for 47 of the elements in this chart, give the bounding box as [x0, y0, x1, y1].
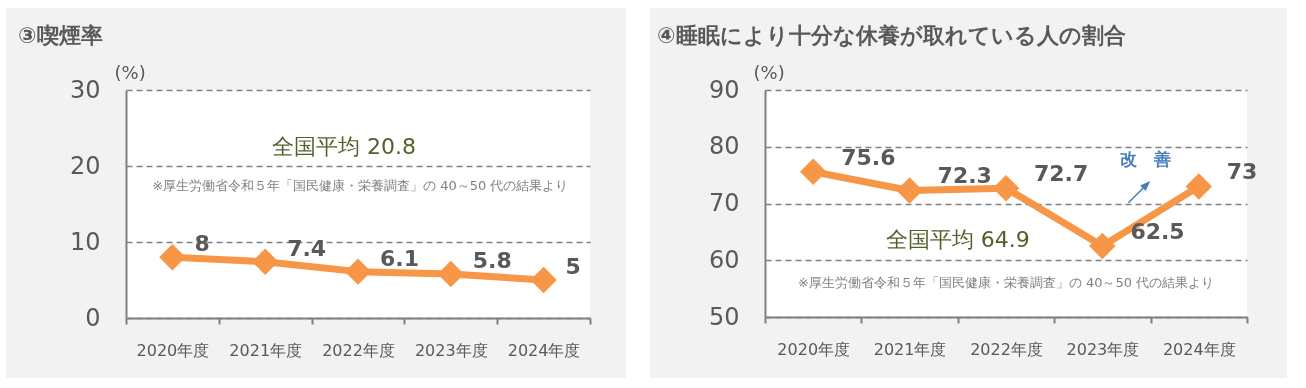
data-label: 72.7 — [1034, 161, 1089, 187]
y-axis-title: (%) — [753, 61, 785, 83]
y-tick-label: 50 — [708, 302, 740, 331]
x-tick-label: 2021年度 — [229, 340, 303, 360]
point — [1185, 173, 1213, 200]
annotation: ※厚生労働省令和５年「国民健康・栄養調査」の 40～50 代の結果より — [797, 274, 1215, 290]
annotation: 全国平均 20.8 — [272, 134, 417, 159]
y-tick-label: 0 — [85, 303, 101, 332]
x-tick-label: 2023年度 — [414, 340, 488, 360]
x-tick-label: 2024年度 — [507, 340, 581, 360]
point — [251, 248, 279, 275]
data-label: 62.5 — [1130, 219, 1185, 245]
chart-title: ④睡眠により十分な休養が取れている人の割合 — [657, 23, 1126, 48]
x-tick-label: 2020年度 — [777, 339, 851, 359]
y-tick-label: 70 — [708, 189, 740, 217]
chart-title: ③喫煙率 — [18, 23, 103, 48]
y-tick-label: 10 — [69, 227, 101, 256]
data-label: 5 — [565, 254, 581, 279]
point — [159, 243, 186, 271]
data-label: 7.4 — [287, 235, 327, 261]
x-tick-label: 2023年度 — [1066, 339, 1140, 359]
data-label: 75.6 — [841, 144, 896, 170]
point — [437, 260, 465, 288]
annotation: 改 善 — [1120, 149, 1172, 170]
data-label: 73 — [1226, 159, 1258, 185]
y-tick-label: 20 — [69, 151, 101, 180]
point — [799, 158, 827, 185]
point — [530, 266, 557, 294]
annotation: 全国平均 64.9 — [885, 226, 1030, 252]
y-tick-label: 30 — [69, 75, 101, 104]
x-tick-label: 2022年度 — [970, 339, 1043, 359]
point — [1089, 232, 1116, 260]
x-tick-label: 2022年度 — [322, 340, 395, 360]
data-label: 72.3 — [937, 163, 992, 189]
annotation: ※厚生労働省令和５年「国民健康・栄養調査」の 40～50 代の結果より — [152, 177, 569, 193]
x-tick-label: 2020年度 — [136, 340, 210, 360]
x-tick-label: 2024年度 — [1162, 339, 1236, 359]
data-label: 8 — [194, 231, 210, 257]
y-tick-label: 90 — [708, 75, 740, 104]
y-tick-label: 80 — [708, 132, 740, 161]
point — [344, 258, 372, 285]
point — [896, 177, 923, 204]
data-label: 6.1 — [380, 245, 419, 271]
y-tick-label: 60 — [708, 245, 740, 274]
data-label: 5.8 — [472, 247, 512, 273]
x-tick-label: 2021年度 — [873, 339, 947, 359]
y-axis-title: (%) — [114, 61, 146, 83]
